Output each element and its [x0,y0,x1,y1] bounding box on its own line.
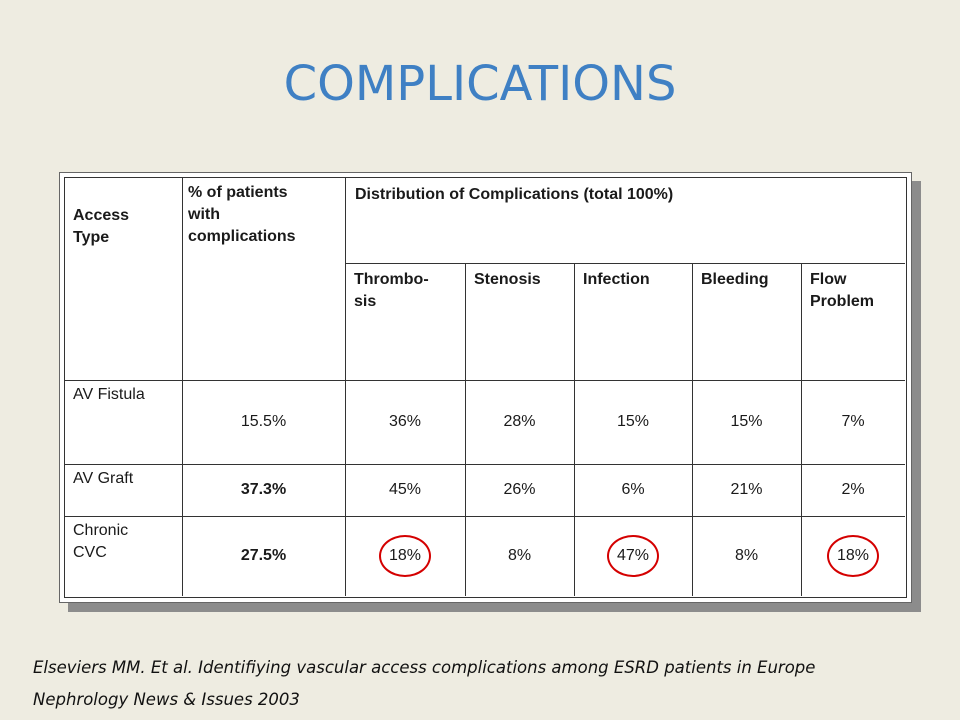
col-divider-5 [692,263,693,596]
complications-table: Access Type % of patients with complicat… [59,172,912,603]
highlight-circle [607,535,659,577]
subheader-line: Stenosis [474,271,541,288]
citation-line-2: Nephrology News & Issues 2003 [33,690,300,709]
header-pct-patients: % of patients with complications [188,182,344,248]
row-access-type: AV Graft [73,468,181,490]
header-pct-line: with [188,206,220,223]
row-value: 7% [841,413,865,430]
header-pct-line: complications [188,228,296,245]
row-access-type-line: AV Fistula [73,386,145,403]
row-access-type-line: AV Graft [73,470,134,487]
row-access-type: AV Fistula [73,384,181,406]
highlight-circle [827,535,879,577]
subheader-3: Bleeding [701,269,798,291]
header-pct-line: % of patients [188,184,288,201]
row-value: 36% [388,413,422,430]
row-pct-patients: 15.5% [240,413,287,430]
row-value: 15% [616,413,650,430]
row-value: 8% [734,547,759,564]
row-divider-sub [345,263,905,264]
col-divider-3 [465,263,466,596]
row-access-type-line: Chronic [73,522,129,539]
row-access-type: Chronic CVC [73,520,181,564]
subheader-line: Infection [583,271,650,288]
subheader-line: Bleeding [701,271,769,288]
subheader-line: sis [354,293,377,310]
row-value: 28% [503,413,536,430]
row-value: 45% [388,481,422,498]
subheader-line: Flow [810,271,847,288]
col-divider-6 [801,263,802,596]
subheader-line: Thrombo- [354,271,429,288]
header-access-type-line: Type [73,229,110,246]
citation-line-1: Elseviers MM. Et al. Identifiying vascul… [33,658,816,677]
subheader-line: Problem [810,293,875,310]
row-pct-patients: 37.3% [240,481,287,498]
row-value: 21% [730,481,763,498]
subheader-0: Thrombo-sis [354,269,462,313]
subheader-1: Stenosis [474,269,571,291]
row-value: 2% [841,481,865,498]
row-divider-3 [65,516,905,517]
col-divider-2 [345,178,346,596]
highlight-circle [379,535,431,577]
col-divider-1 [182,178,183,596]
row-value: 26% [503,481,536,498]
row-divider-2 [65,464,905,465]
header-access-type-line: Access [73,207,130,224]
table-grid: Access Type % of patients with complicat… [64,177,907,598]
col-divider-4 [574,263,575,596]
subheader-2: Infection [583,269,689,291]
row-access-type-line: CVC [73,544,107,561]
header-distribution: Distribution of Complications (total 100… [355,186,674,203]
row-divider-1 [65,380,905,381]
row-value: 15% [730,413,763,430]
row-value: 6% [621,481,645,498]
row-pct-patients: 27.5% [240,547,287,564]
slide-title: COMPLICATIONS [283,56,677,112]
subheader-4: Flow Problem [810,269,902,313]
header-access-type: Access Type [73,205,181,249]
row-value: 8% [507,547,532,564]
